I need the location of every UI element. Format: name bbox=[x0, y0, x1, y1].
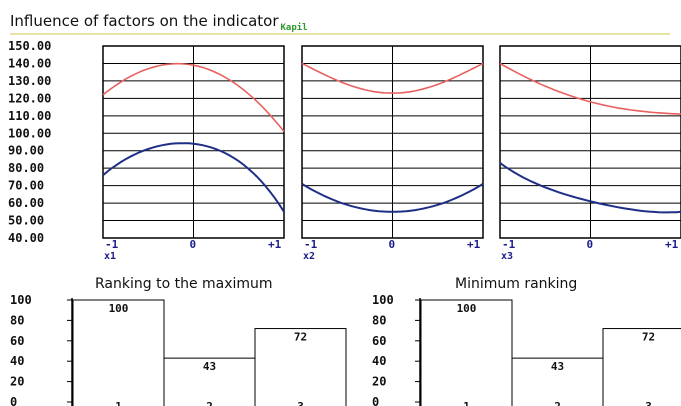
y-tick-label: 60 bbox=[372, 334, 386, 348]
y-tick-label: 100.00 bbox=[8, 126, 51, 140]
figure-title: Influence of factors on the indicator Kap… bbox=[10, 12, 308, 33]
x-tick-label: -1 bbox=[304, 238, 318, 251]
x-category-label: 1 bbox=[115, 400, 122, 406]
line-panel-2: -1 0 +1 x2 bbox=[301, 45, 484, 262]
x-category-label: 1 bbox=[463, 400, 470, 406]
y-tick-label: 70.00 bbox=[8, 179, 44, 193]
x-category-label: 3 bbox=[645, 400, 652, 406]
bar-chart-title: Ranking to the maximum bbox=[95, 276, 273, 292]
y-tick-label: 40 bbox=[10, 354, 24, 368]
x-category-label: 3 bbox=[297, 400, 304, 406]
x-tick-label: -1 bbox=[502, 238, 516, 251]
x-axis-name: x1 bbox=[104, 251, 116, 262]
lower-curve bbox=[301, 183, 484, 213]
bar bbox=[602, 328, 681, 406]
y-tick-label: 0 bbox=[372, 395, 379, 406]
line-panel-1: -1 0 +1 x1 bbox=[102, 45, 285, 262]
y-tick-label: 40 bbox=[372, 354, 386, 368]
y-tick-label: 0 bbox=[10, 395, 17, 406]
bar bbox=[72, 299, 165, 406]
bar-value-label: 72 bbox=[294, 331, 307, 344]
x-category-label: 2 bbox=[206, 400, 213, 406]
y-tick-label: 140.00 bbox=[8, 56, 51, 70]
x-tick-label: +1 bbox=[268, 238, 282, 251]
x-tick-label: 0 bbox=[190, 238, 197, 251]
x-tick-label: 0 bbox=[389, 238, 396, 251]
y-tick-label: 80 bbox=[10, 313, 24, 327]
line-chart-group: 150.00 140.00 130.00 120.00 110.00 100.00 90.0… bbox=[8, 39, 681, 262]
bar-chart-1: Ranking to the maximum 100 80 60 40 20 0 100 1 43… bbox=[10, 276, 347, 406]
bar bbox=[511, 357, 604, 406]
x-tick-label: -1 bbox=[105, 238, 119, 251]
bar bbox=[254, 328, 347, 406]
y-tick-label: 40.00 bbox=[8, 231, 44, 245]
y-tick-label: 150.00 bbox=[8, 39, 51, 53]
x-tick-label: 0 bbox=[587, 238, 594, 251]
bar-value-label: 43 bbox=[203, 360, 216, 373]
y-tick-label: 20 bbox=[372, 375, 386, 389]
bar-value-label: 100 bbox=[457, 302, 477, 315]
y-tick-label: 80.00 bbox=[8, 161, 44, 175]
y-tick-label: 120.00 bbox=[8, 91, 51, 105]
lower-curve bbox=[499, 162, 681, 214]
y-tick-label: 90.00 bbox=[8, 144, 44, 158]
y-tick-label: 100 bbox=[10, 293, 32, 307]
bar-value-label: 72 bbox=[642, 331, 655, 344]
y-tick-label: 100 bbox=[372, 293, 394, 307]
line-panel-3: -1 0 +1 x3 bbox=[499, 45, 681, 262]
y-tick-label: 50.00 bbox=[8, 214, 44, 228]
x-tick-label: +1 bbox=[467, 238, 481, 251]
bar bbox=[420, 299, 513, 406]
upper-curve bbox=[301, 62, 484, 94]
bar-value-label: 100 bbox=[109, 302, 129, 315]
bar-chart-2: Minimum ranking 100 80 60 40 20 0 100 1 43 2 72 3 bbox=[372, 276, 681, 406]
y-tick-label: 130.00 bbox=[8, 74, 51, 88]
x-tick-label: +1 bbox=[665, 238, 679, 251]
upper-curve bbox=[102, 62, 285, 133]
x-axis-name: x3 bbox=[501, 251, 513, 262]
x-category-label: 2 bbox=[554, 400, 561, 406]
bar-chart-title: Minimum ranking bbox=[455, 276, 577, 292]
upper-curve bbox=[499, 62, 681, 115]
y-tick-label: 60.00 bbox=[8, 196, 44, 210]
bar bbox=[163, 357, 256, 406]
y-tick-label: 80 bbox=[372, 313, 386, 327]
y-tick-label: 60 bbox=[10, 334, 24, 348]
title-subscript: Kapil bbox=[280, 22, 307, 33]
y-tick-label: 110.00 bbox=[8, 109, 51, 123]
bar-chart-group: Ranking to the maximum100806040200100143… bbox=[10, 276, 681, 406]
x-axis-name: x2 bbox=[303, 251, 315, 262]
bar-value-label: 43 bbox=[551, 360, 564, 373]
title-main: Influence of factors on the indicator bbox=[10, 12, 279, 30]
y-tick-label: 20 bbox=[10, 375, 24, 389]
lower-curve bbox=[102, 142, 285, 213]
